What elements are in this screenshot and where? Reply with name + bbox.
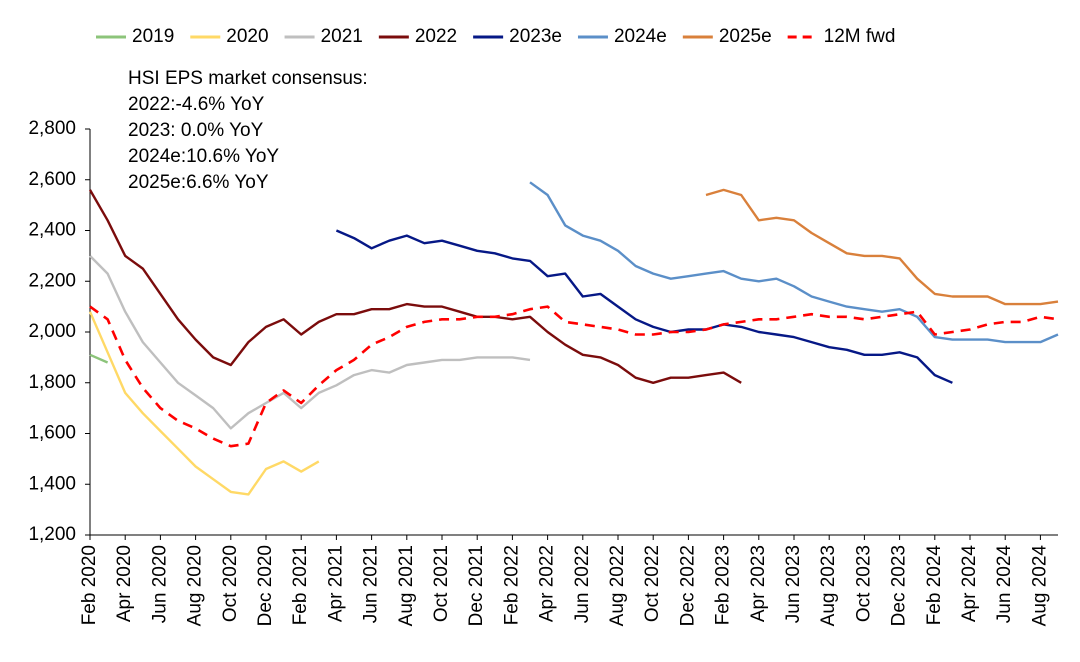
- x-tick-label: Feb 2021: [290, 545, 311, 625]
- x-tick-label: Jun 2023: [783, 545, 804, 623]
- x-tick-label: Dec 2020: [255, 545, 276, 626]
- y-tick-label: 1,800: [28, 372, 76, 393]
- x-tick-label: Aug 2024: [1029, 545, 1050, 627]
- x-tick-label: Feb 2020: [79, 545, 100, 625]
- annotation: 2022:-4.6% YoY: [128, 94, 265, 115]
- x-tick-label: Dec 2022: [677, 545, 698, 626]
- x-tick-label: Jun 2021: [361, 545, 382, 623]
- series-line: [89, 353, 109, 364]
- x-tick-label: Apr 2024: [959, 545, 980, 623]
- x-tick-label: Apr 2021: [325, 545, 346, 622]
- x-tick-label: Jun 2024: [994, 545, 1015, 624]
- annotation: 2024e:10.6% YoY: [128, 146, 279, 167]
- series-line: [529, 181, 1059, 344]
- x-tick-label: Aug 2020: [185, 545, 206, 626]
- legend-label: 12M fwd: [824, 26, 896, 47]
- y-tick-label: 2,200: [28, 270, 76, 291]
- x-tick-label: Apr 2022: [537, 545, 558, 622]
- x-tick-label: Apr 2023: [748, 545, 769, 622]
- legend-label: 2022: [415, 26, 457, 47]
- x-tick-label: Oct 2023: [853, 545, 874, 622]
- y-tick-label: 2,600: [28, 169, 76, 190]
- x-tick-label: Aug 2021: [396, 545, 417, 626]
- series-line: [89, 305, 1059, 448]
- y-tick-label: 1,400: [28, 473, 76, 494]
- series-line: [88, 311, 320, 496]
- series-line: [88, 189, 742, 384]
- legend-label: 2021: [321, 26, 363, 47]
- x-tick-label: Aug 2022: [607, 545, 628, 626]
- y-tick-label: 1,200: [28, 524, 76, 545]
- y-tick-label: 2,400: [28, 220, 76, 241]
- y-tick-label: 2,800: [28, 118, 76, 139]
- x-tick-label: Jun 2022: [572, 545, 593, 623]
- x-tick-label: Feb 2023: [713, 545, 734, 625]
- legend-label: 2023e: [509, 26, 562, 47]
- x-tick-label: Feb 2022: [501, 545, 522, 625]
- legend-label: 2019: [132, 26, 174, 47]
- legend-label: 2024e: [614, 26, 667, 47]
- annotation: HSI EPS market consensus:: [128, 68, 368, 89]
- x-tick-label: Feb 2024: [924, 545, 945, 626]
- x-tick-label: Aug 2023: [818, 545, 839, 626]
- x-tick-label: Jun 2020: [149, 545, 170, 623]
- x-tick-label: Dec 2021: [466, 545, 487, 626]
- series-line: [89, 255, 531, 430]
- x-tick-label: Oct 2020: [220, 545, 241, 622]
- annotation: 2025e:6.6% YoY: [128, 172, 269, 193]
- series-line: [335, 229, 953, 384]
- legend-label: 2020: [226, 26, 268, 47]
- x-tick-label: Oct 2021: [431, 545, 452, 622]
- x-tick-label: Oct 2022: [642, 545, 663, 622]
- x-tick-label: Apr 2020: [114, 545, 135, 622]
- y-tick-label: 2,000: [28, 321, 76, 342]
- annotation: 2023: 0.0% YoY: [128, 120, 264, 141]
- y-tick-label: 1,600: [28, 423, 76, 444]
- x-tick-label: Dec 2023: [889, 545, 910, 626]
- legend-label: 2025e: [719, 26, 772, 47]
- series-line: [705, 188, 1059, 306]
